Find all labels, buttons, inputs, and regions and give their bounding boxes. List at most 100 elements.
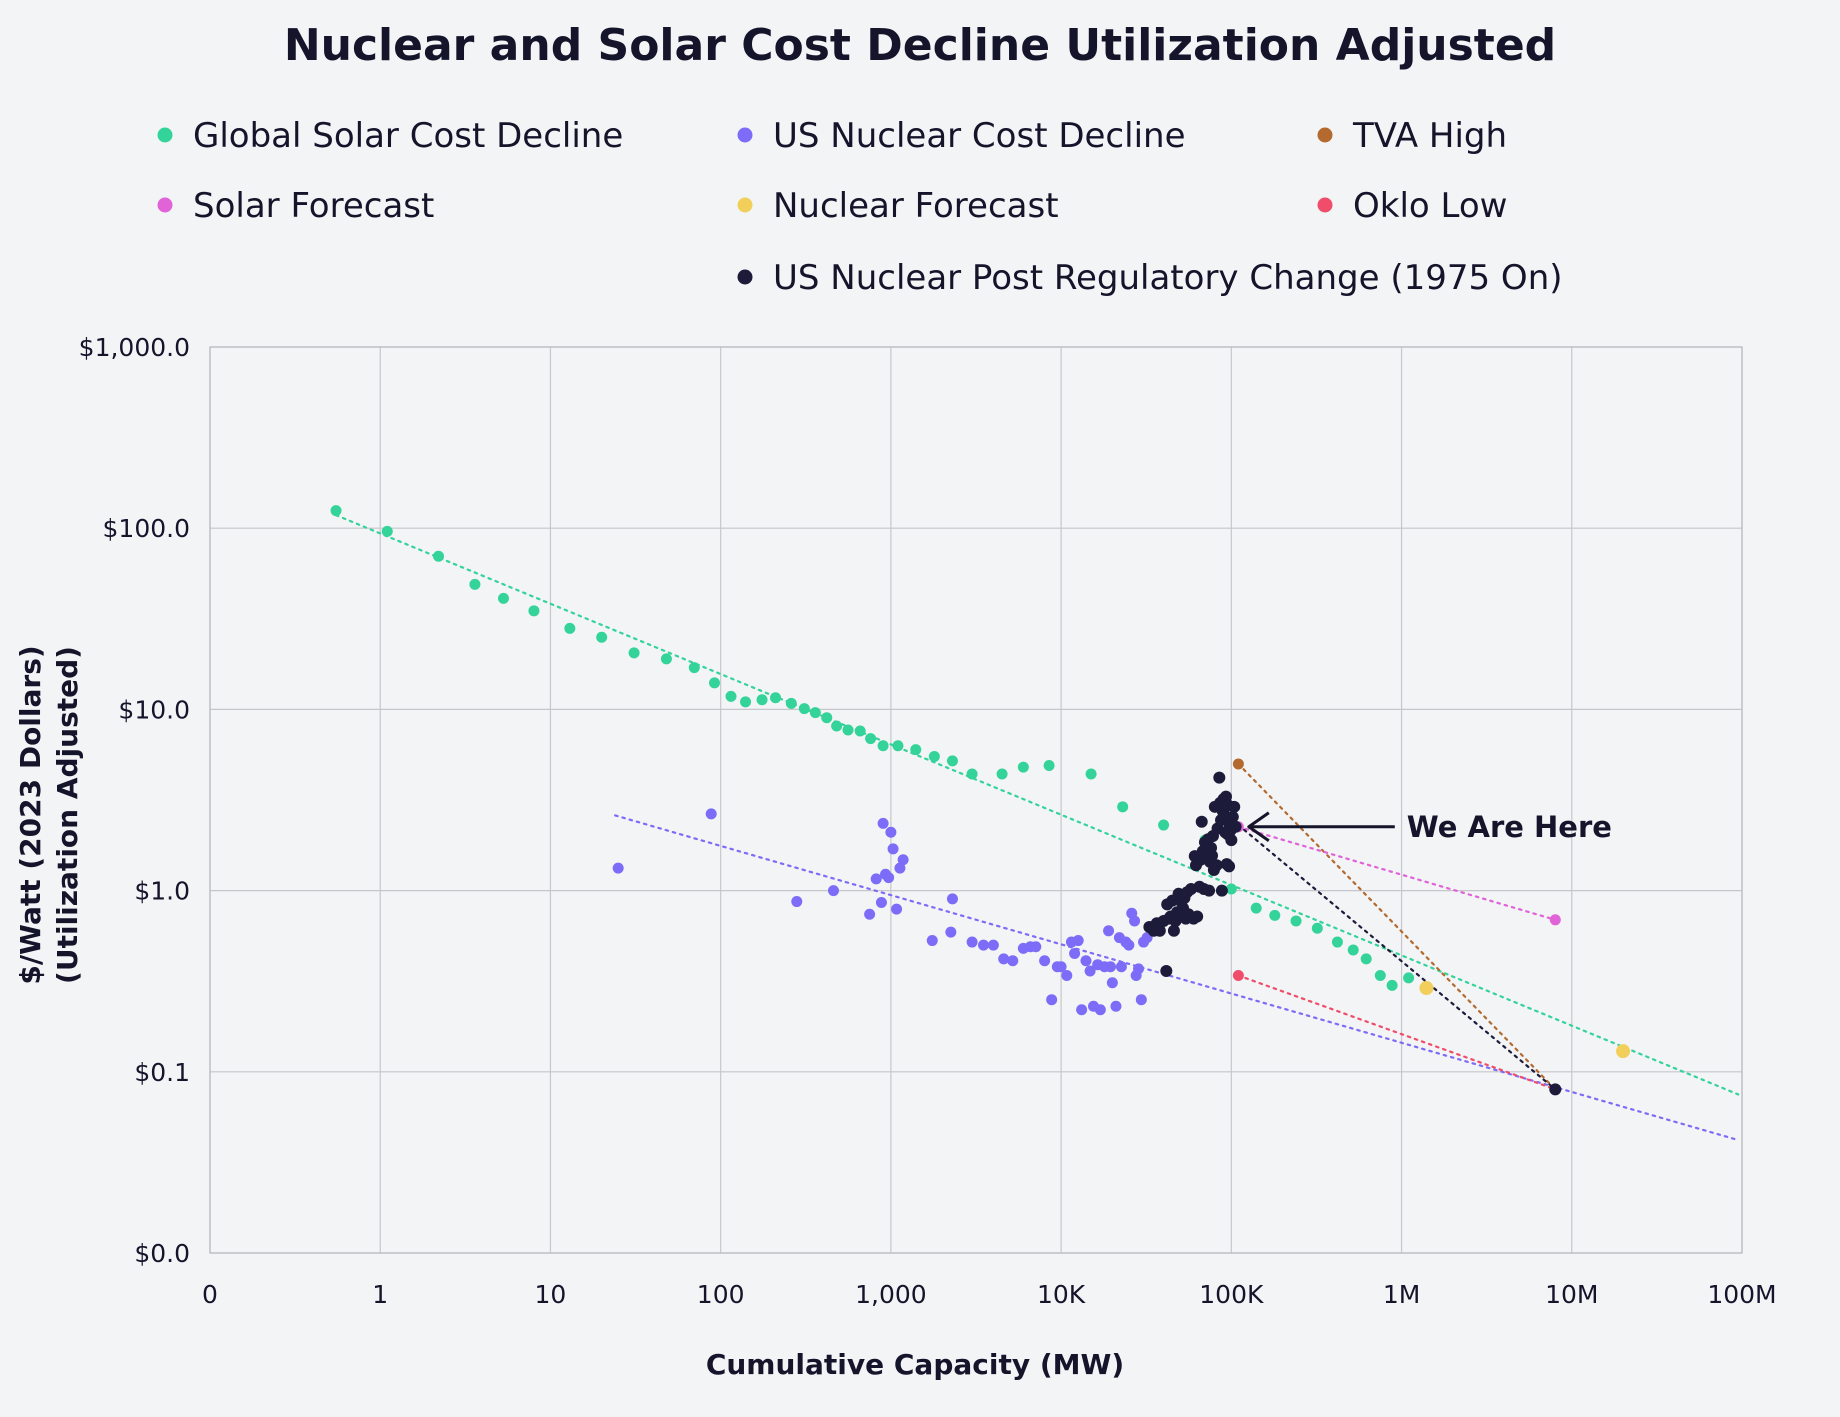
grid bbox=[209, 346, 1743, 1254]
legend-item: TVA High bbox=[1317, 116, 1507, 156]
data-point bbox=[469, 578, 481, 590]
legend-label: Global Solar Cost Decline bbox=[193, 116, 623, 156]
trendline bbox=[334, 514, 1740, 1096]
data-point bbox=[1129, 915, 1141, 927]
data-point bbox=[1115, 961, 1127, 973]
data-point bbox=[1094, 1004, 1106, 1016]
annotation-label: We Are Here bbox=[1407, 810, 1612, 844]
legend-item: US Nuclear Post Regulatory Change (1975 … bbox=[737, 258, 1563, 298]
data-point bbox=[1030, 941, 1042, 953]
data-point bbox=[1215, 884, 1228, 897]
data-point bbox=[928, 750, 940, 762]
x-tick-labels: 0 1 10 100 1,000 10K 100K 1M 10M 100M bbox=[202, 1280, 1777, 1309]
legend-marker bbox=[157, 197, 173, 213]
data-point bbox=[1360, 953, 1372, 965]
legend-label: Solar Forecast bbox=[193, 186, 434, 226]
data-point bbox=[1386, 979, 1398, 991]
data-point bbox=[1039, 955, 1051, 967]
data-point bbox=[1269, 909, 1281, 921]
data-point bbox=[798, 703, 810, 715]
data-point bbox=[660, 653, 672, 665]
legend-marker bbox=[737, 269, 753, 285]
data-point bbox=[1225, 883, 1237, 895]
data-point bbox=[897, 854, 909, 866]
data-point bbox=[885, 826, 897, 838]
data-point bbox=[877, 817, 889, 829]
data-point bbox=[1167, 924, 1180, 937]
x-tick-label: 1 bbox=[372, 1280, 388, 1309]
data-point bbox=[1225, 834, 1238, 847]
data-point bbox=[1290, 915, 1302, 927]
data-point bbox=[1055, 961, 1067, 973]
data-point bbox=[628, 647, 640, 659]
data-point bbox=[1549, 1083, 1562, 1096]
data-point bbox=[877, 740, 889, 752]
data-point bbox=[1347, 944, 1359, 956]
y-axis-title-line-2: (Utilization Adjusted) bbox=[51, 646, 84, 984]
data-point bbox=[946, 893, 958, 905]
data-point bbox=[1374, 969, 1386, 981]
x-tick-label: 1,000 bbox=[855, 1280, 927, 1309]
data-point bbox=[1085, 768, 1097, 780]
trendline bbox=[1237, 974, 1557, 1091]
data-point bbox=[864, 908, 876, 920]
data-point bbox=[892, 740, 904, 752]
data-point bbox=[1133, 963, 1145, 975]
data-point bbox=[1223, 860, 1236, 873]
data-point bbox=[854, 725, 866, 737]
data-point bbox=[1250, 902, 1262, 914]
data-point bbox=[910, 744, 922, 756]
data-point bbox=[1061, 969, 1073, 981]
x-tick-label: 100K bbox=[1199, 1280, 1264, 1309]
data-point bbox=[1232, 969, 1244, 981]
trendlines bbox=[334, 514, 1740, 1142]
data-point bbox=[1007, 955, 1019, 967]
legend-marker bbox=[737, 197, 753, 213]
data-point bbox=[1616, 1044, 1631, 1059]
data-point bbox=[1076, 1004, 1088, 1016]
series-us-nuclear-post-regulatory-change-1975-on bbox=[1143, 771, 1562, 1096]
data-point bbox=[1403, 972, 1415, 984]
data-point bbox=[1311, 922, 1323, 934]
data-point bbox=[966, 768, 978, 780]
data-point bbox=[1072, 935, 1084, 947]
data-point bbox=[1158, 819, 1170, 831]
legend-label: Oklo Low bbox=[1353, 186, 1507, 226]
trendline bbox=[1237, 823, 1557, 1091]
data-point bbox=[498, 592, 510, 604]
data-point bbox=[1160, 964, 1173, 977]
data-point bbox=[1549, 914, 1561, 926]
data-point bbox=[1123, 939, 1135, 951]
data-point bbox=[887, 843, 899, 855]
data-point bbox=[433, 550, 445, 562]
data-point bbox=[725, 690, 737, 702]
x-tick-label: 100 bbox=[697, 1280, 745, 1309]
data-point bbox=[1103, 925, 1115, 937]
data-point bbox=[1106, 977, 1118, 989]
data-point bbox=[809, 707, 821, 719]
data-point bbox=[785, 697, 797, 709]
data-point bbox=[821, 712, 833, 724]
data-point bbox=[875, 896, 887, 908]
data-point bbox=[1232, 758, 1244, 770]
legend: Global Solar Cost Decline US Nuclear Cost… bbox=[157, 116, 1563, 298]
data-point bbox=[756, 694, 768, 706]
data-point bbox=[564, 622, 576, 634]
legend-label: US Nuclear Post Regulatory Change (1975 … bbox=[773, 258, 1563, 298]
data-point bbox=[688, 662, 700, 674]
legend-label: TVA High bbox=[1352, 116, 1507, 156]
data-point bbox=[1110, 1000, 1122, 1012]
data-point bbox=[596, 631, 608, 643]
legend-marker bbox=[157, 127, 173, 143]
data-point bbox=[1419, 981, 1434, 996]
legend-marker bbox=[737, 127, 753, 143]
trendline bbox=[1237, 825, 1557, 921]
series-global-solar-cost-decline bbox=[330, 505, 1415, 991]
legend-item: Oklo Low bbox=[1317, 186, 1507, 226]
data-point bbox=[945, 926, 957, 938]
chart-title: Nuclear and Solar Cost Decline Utilizati… bbox=[284, 20, 1556, 71]
x-tick-label: 0 bbox=[202, 1280, 218, 1309]
y-tick-label: $0.1 bbox=[134, 1058, 190, 1087]
trendline bbox=[1237, 762, 1557, 1091]
annotation-arrow-head bbox=[1247, 811, 1270, 843]
